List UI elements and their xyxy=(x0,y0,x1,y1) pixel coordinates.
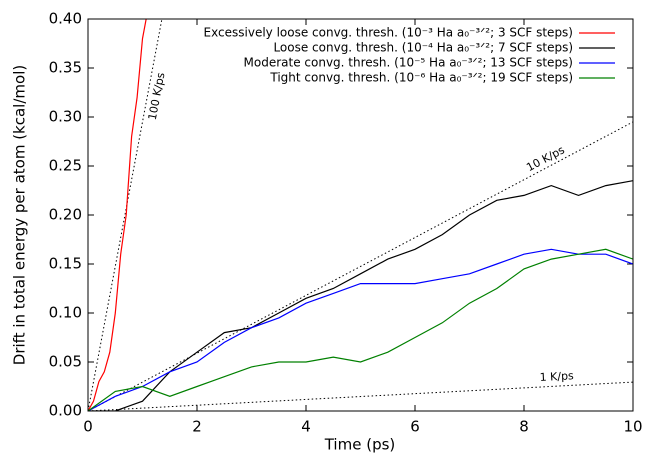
y-tick-label: 0.20 xyxy=(49,206,82,224)
x-tick-label: 10 xyxy=(623,418,642,436)
reference-line xyxy=(88,381,633,411)
reference-line xyxy=(88,121,633,411)
reference-line xyxy=(88,19,163,411)
series-line xyxy=(88,180,633,411)
series-line xyxy=(88,248,633,411)
y-tick-label: 0.35 xyxy=(49,59,82,77)
x-tick-label: 8 xyxy=(519,418,529,436)
reference-label: 1 K/ps xyxy=(539,369,574,384)
y-axis-label: Drift in total energy per atom (kcal/mol… xyxy=(11,65,29,365)
x-axis-label: Time (ps) xyxy=(324,436,396,454)
y-tick-label: 0.05 xyxy=(49,353,82,371)
legend-label: Loose convg. thresh. (10⁻⁴ Ha a₀⁻³ᐟ²; 7 … xyxy=(273,41,573,55)
reference-label: 100 K/ps xyxy=(146,71,168,121)
legend-label: Tight convg. thresh. (10⁻⁶ Ha a₀⁻³ᐟ²; 19… xyxy=(269,71,573,85)
y-tick-label: 0.25 xyxy=(49,157,82,175)
legend-label: Excessively loose convg. thresh. (10⁻³ H… xyxy=(204,26,573,40)
x-tick-label: 0 xyxy=(83,418,93,436)
x-tick-label: 2 xyxy=(192,418,202,436)
x-tick-label: 6 xyxy=(410,418,420,436)
series-line xyxy=(88,248,633,411)
series-line xyxy=(88,19,147,411)
y-tick-label: 0.10 xyxy=(49,304,82,322)
legend-label: Moderate convg. thresh. (10⁻⁵ Ha a₀⁻³ᐟ²;… xyxy=(244,56,573,70)
plot-area xyxy=(88,19,633,411)
plot-frame xyxy=(87,18,634,412)
y-tick-label: 0.00 xyxy=(49,402,82,420)
x-tick-label: 4 xyxy=(301,418,311,436)
y-tick-label: 0.40 xyxy=(49,10,82,28)
y-tick-label: 0.15 xyxy=(49,255,82,273)
reference-label: 10 K/ps xyxy=(524,143,567,174)
y-tick-label: 0.30 xyxy=(49,108,82,126)
